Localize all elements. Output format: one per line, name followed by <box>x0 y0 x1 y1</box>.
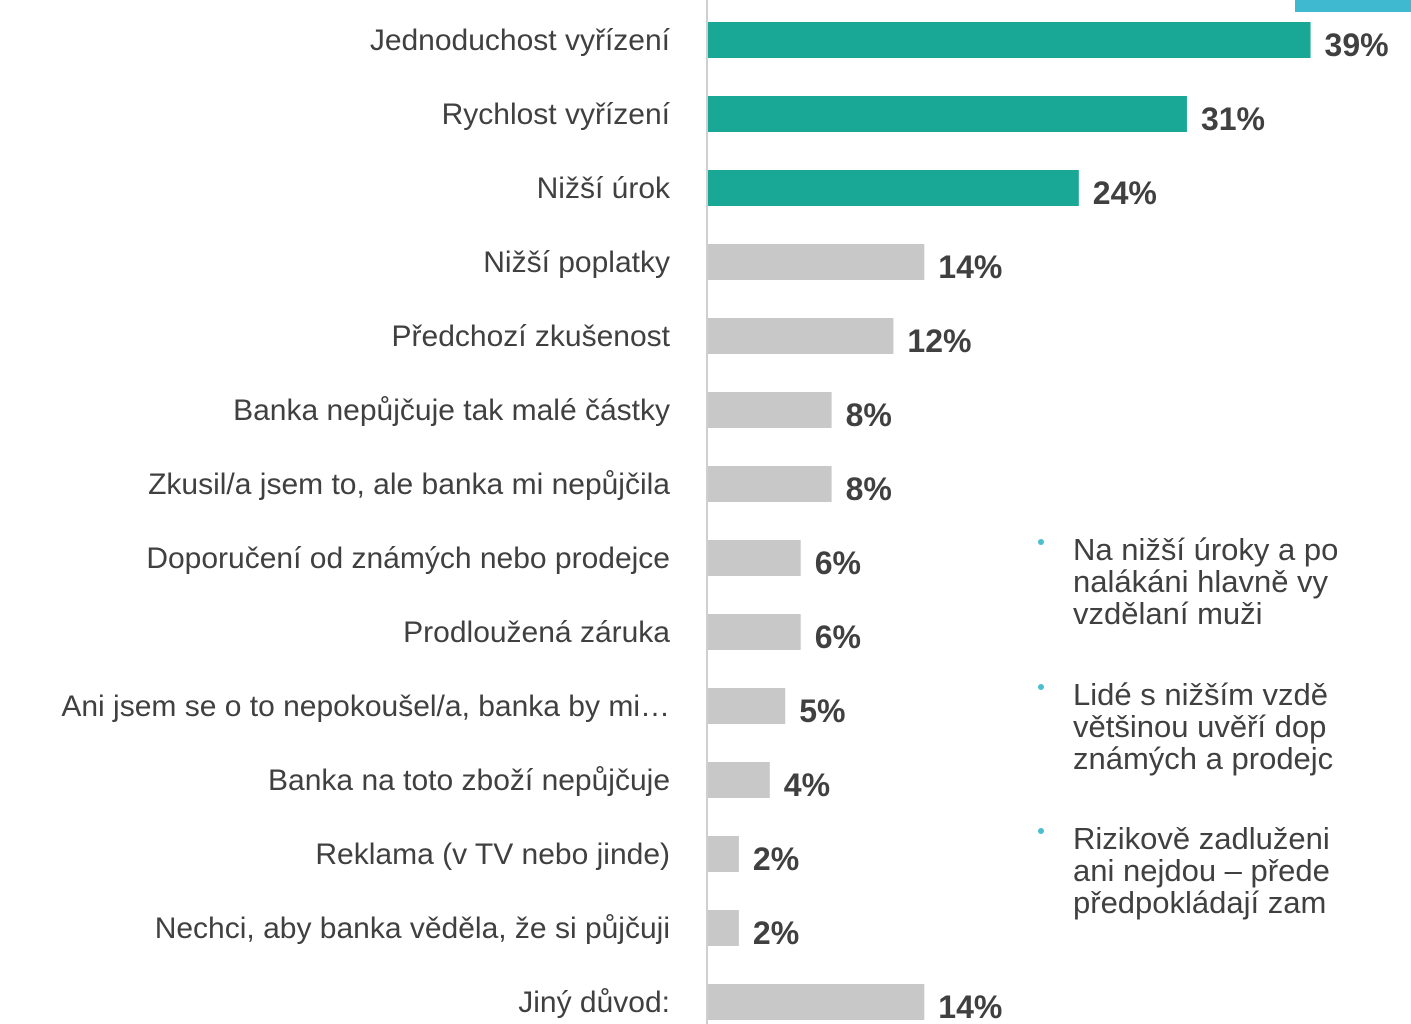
category-label: Banka na toto zboží nepůjčuje <box>268 764 670 797</box>
value-label: 6% <box>815 545 861 581</box>
value-label: 6% <box>815 619 861 655</box>
value-label: 14% <box>938 989 1002 1024</box>
category-label: Nechci, aby banka věděla, že si půjčuji <box>155 912 670 945</box>
category-label: Ani jsem se o to nepokoušel/a, banka by … <box>61 690 670 723</box>
category-label: Nižší úrok <box>537 172 671 205</box>
bar <box>708 984 925 1020</box>
category-label: Prodloužená záruka <box>403 616 670 649</box>
value-label: 8% <box>846 471 892 507</box>
category-label: Předchozí zkušenost <box>392 320 671 353</box>
note-line: Lidé s nižším vzdě <box>1073 677 1328 712</box>
decor-box <box>1295 0 1411 12</box>
value-label: 4% <box>784 767 830 803</box>
category-label: Zkusil/a jsem to, ale banka mi nepůjčila <box>148 468 670 501</box>
note-line: nalákáni hlavně vy <box>1073 564 1329 599</box>
bar <box>708 688 786 724</box>
note-line: většinou uvěří dop <box>1073 709 1326 744</box>
category-label: Reklama (v TV nebo jinde) <box>315 838 670 871</box>
bar <box>708 540 801 576</box>
category-label: Jiný důvod: <box>518 986 670 1019</box>
bar <box>708 614 801 650</box>
bar <box>708 96 1187 132</box>
bullet-dot <box>1038 539 1044 545</box>
category-label: Jednoduchost vyřízení <box>370 24 671 57</box>
bar <box>708 22 1311 58</box>
value-label: 2% <box>753 915 799 951</box>
note-line: ani nejdou – přede <box>1073 853 1330 888</box>
bar <box>708 244 925 280</box>
bullet-dot <box>1038 684 1044 690</box>
bar <box>708 836 739 872</box>
value-label: 14% <box>938 249 1002 285</box>
note-line: předpokládají zam <box>1073 885 1326 920</box>
category-label: Nižší poplatky <box>483 246 670 279</box>
note-line: Rizikově zadluženi <box>1073 821 1330 856</box>
value-label: 31% <box>1201 101 1265 137</box>
category-label: Banka nepůjčuje tak malé částky <box>233 394 670 427</box>
value-label: 39% <box>1325 27 1389 63</box>
bullet-dot <box>1038 828 1044 834</box>
bar <box>708 910 739 946</box>
bar <box>708 318 894 354</box>
value-label: 5% <box>799 693 845 729</box>
category-label: Rychlost vyřízení <box>442 98 671 131</box>
bar <box>708 170 1079 206</box>
note-line: známých a prodejc <box>1073 741 1333 776</box>
value-label: 8% <box>846 397 892 433</box>
category-label: Doporučení od známých nebo prodejce <box>146 542 670 575</box>
value-label: 24% <box>1093 175 1157 211</box>
value-label: 2% <box>753 841 799 877</box>
note-line: Na nižší úroky a po <box>1073 532 1338 567</box>
value-label: 12% <box>907 323 971 359</box>
bar <box>708 466 832 502</box>
bar <box>708 762 770 798</box>
note-line: vzdělaní muži <box>1073 596 1263 631</box>
bar <box>708 392 832 428</box>
